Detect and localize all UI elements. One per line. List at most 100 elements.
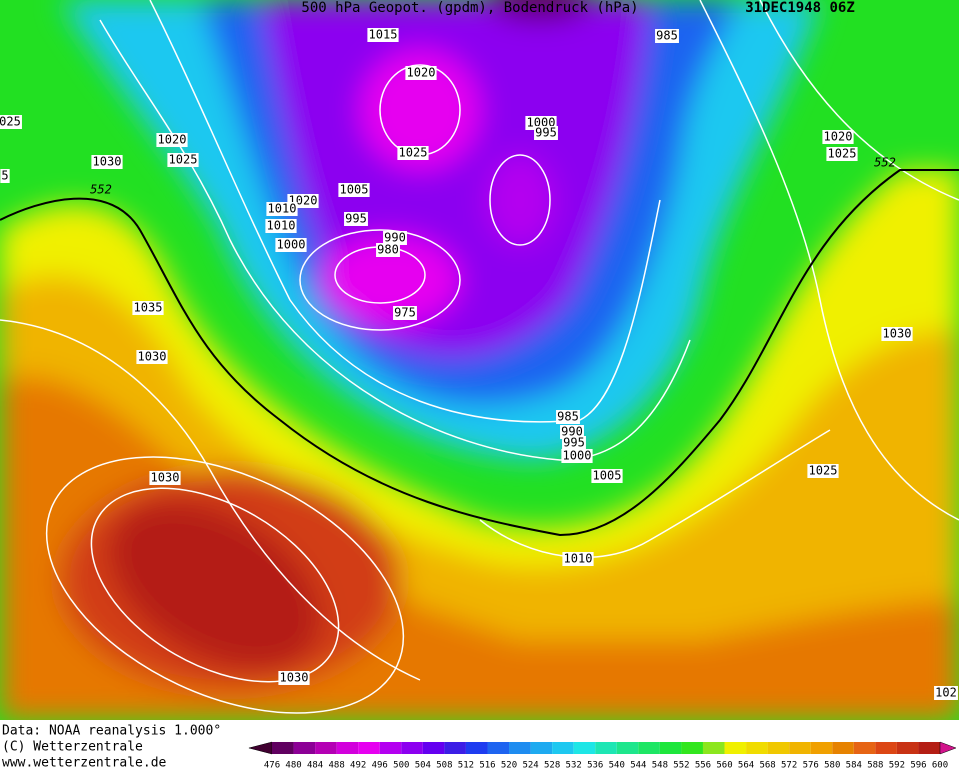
isobar-label: 990 xyxy=(561,425,583,439)
isobar-label: 1005 xyxy=(593,469,622,483)
legend-swatch xyxy=(487,742,510,754)
legend-tick-label: 568 xyxy=(759,761,775,771)
isobar-label: 975 xyxy=(394,306,416,320)
legend-swatch xyxy=(530,742,553,754)
isobar-label-bg xyxy=(275,238,307,252)
legend-swatch xyxy=(638,742,660,754)
legend-swatch xyxy=(401,742,423,754)
isobar-label: 552 xyxy=(874,156,896,170)
isobar-label: 5 xyxy=(1,169,8,183)
isobar-label-bg xyxy=(561,449,593,463)
legend-swatch xyxy=(595,742,617,754)
isobar-label-bg xyxy=(0,169,10,183)
legend-tick-label: 544 xyxy=(630,761,646,771)
isobar-label: 1025 xyxy=(809,464,838,478)
legend-tick-label: 488 xyxy=(329,761,345,771)
isobar-label-bg xyxy=(167,153,199,167)
isobar-label: 980 xyxy=(377,243,399,257)
isobar-label-bg xyxy=(826,147,858,161)
isobar-label: 1030 xyxy=(280,671,309,685)
isobar-label-bg xyxy=(534,126,558,140)
isobar-label: 1030 xyxy=(151,471,180,485)
legend-tick-label: 576 xyxy=(803,761,819,771)
legend-tick-label: 508 xyxy=(436,761,452,771)
legend-tick-label: 500 xyxy=(393,761,409,771)
isobar-label: 1025 xyxy=(828,147,857,161)
legend-tick-label: 596 xyxy=(910,761,926,771)
isobar-label-bg xyxy=(393,306,417,320)
legend-tick-label: 592 xyxy=(889,761,905,771)
color-legend: 476 480 484 488 492 496 500 504 508 512 516 520 524 5… xyxy=(247,741,957,771)
legend-tick-label: 584 xyxy=(846,761,862,771)
isobar-label: 1005 xyxy=(340,183,369,197)
isobar-label-bg xyxy=(562,436,586,450)
legend-tick-label: 484 xyxy=(307,761,323,771)
legend-swatch xyxy=(379,742,402,754)
legend-swatch xyxy=(552,742,574,754)
isobar-label-bg xyxy=(344,212,368,226)
map-date: 31DEC1948 06Z xyxy=(745,0,855,16)
legend-tick-label: 496 xyxy=(372,761,388,771)
isobar-label: 1025 xyxy=(399,146,428,160)
isobar-label: 1030 xyxy=(138,350,167,364)
legend-swatch xyxy=(659,742,682,754)
legend-swatch xyxy=(465,742,488,754)
isobar-label-bg xyxy=(822,130,854,144)
legend-tick-label: 532 xyxy=(566,761,582,771)
isobar-label-bg xyxy=(376,243,400,257)
legend-tick-label: 512 xyxy=(458,761,474,771)
isobar-label-bg xyxy=(278,671,310,685)
legend-tick-label: 528 xyxy=(544,761,560,771)
isobar-label: 1020 xyxy=(158,133,187,147)
isobar-label: 985 xyxy=(656,29,678,43)
legend-tick-label: 556 xyxy=(695,761,711,771)
isobar-label-bg xyxy=(807,464,839,478)
isobar-label: 1000 xyxy=(277,238,306,252)
legend-tick-label: 580 xyxy=(824,761,840,771)
legend-swatch xyxy=(896,742,919,754)
legend-tick-label: 536 xyxy=(587,761,603,771)
isobar-label-bg xyxy=(149,471,181,485)
isobar-label: 1000 xyxy=(563,449,592,463)
legend-swatch xyxy=(810,742,833,754)
isobar-label-bg xyxy=(934,686,958,700)
isobar-label: 102 xyxy=(935,686,957,700)
isobar-label: 552 xyxy=(90,183,112,197)
isobar-label-bg xyxy=(91,155,123,169)
legend-arrow-right xyxy=(939,741,957,755)
legend-swatch xyxy=(336,742,359,754)
legend-tick-label: 516 xyxy=(479,761,495,771)
isobar-label: 1010 xyxy=(268,202,297,216)
legend-swatch xyxy=(616,742,639,754)
footer-source: Data: NOAA reanalysis 1.000° xyxy=(2,724,221,739)
legend-tick-label: 540 xyxy=(609,761,625,771)
legend-swatch xyxy=(573,742,596,754)
legend-tick-label: 504 xyxy=(415,761,431,771)
isobar-label: 985 xyxy=(557,410,579,424)
isobar-label-bg xyxy=(0,115,22,129)
legend-swatch xyxy=(315,742,337,754)
legend-swatch xyxy=(444,742,466,754)
isobar-label: 995 xyxy=(563,436,585,450)
isobar-label: 1015 xyxy=(369,28,398,42)
isobar-label-bg xyxy=(338,183,370,197)
legend-tick-label: 600 xyxy=(932,761,948,771)
isobar-label-bg xyxy=(556,410,580,424)
isobar-label: 025 xyxy=(0,115,21,129)
legend-swatch xyxy=(702,742,725,754)
legend-arrow-left xyxy=(247,741,273,755)
isobar-label: 995 xyxy=(345,212,367,226)
isobar-label: 995 xyxy=(535,126,557,140)
legend-tick-label: 476 xyxy=(264,761,280,771)
legend-tick-label: 548 xyxy=(652,761,668,771)
legend-swatch xyxy=(422,742,445,754)
isobar-label: 1035 xyxy=(134,301,163,315)
legend-swatch xyxy=(767,742,790,754)
legend-swatch xyxy=(832,742,854,754)
isobar-label-bg xyxy=(132,301,164,315)
isobar-label-bg xyxy=(655,29,679,43)
legend-tick-label: 564 xyxy=(738,761,754,771)
isobar-label: 1030 xyxy=(93,155,122,169)
